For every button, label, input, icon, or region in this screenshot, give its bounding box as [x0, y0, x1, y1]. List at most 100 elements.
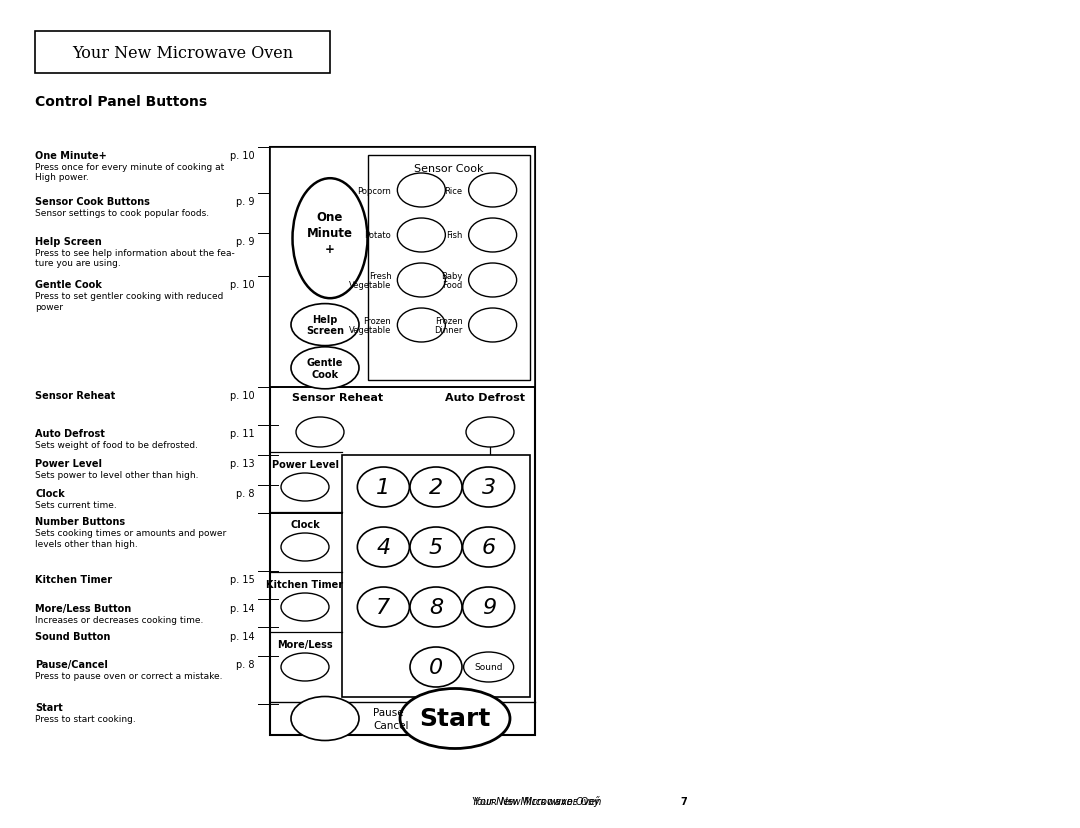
Bar	[270, 148, 535, 735]
Ellipse shape	[296, 417, 345, 447]
Text: Your New Microwave Oven: Your New Microwave Oven	[472, 796, 608, 806]
Text: 9: 9	[482, 597, 496, 617]
Text: Clock: Clock	[291, 519, 320, 529]
Text: p. 8: p. 8	[237, 659, 255, 669]
Ellipse shape	[397, 263, 445, 297]
Text: Pause
Cancel: Pause Cancel	[373, 707, 408, 729]
Text: Frozen
Dinner: Frozen Dinner	[434, 316, 462, 335]
Text: One Minute+: One Minute+	[35, 151, 107, 161]
Text: Power Level: Power Level	[35, 459, 102, 469]
Text: Gentle
Cook: Gentle Cook	[307, 358, 343, 379]
Text: 4: 4	[376, 537, 391, 557]
Text: p. 15: p. 15	[230, 575, 255, 585]
Text: Fish: Fish	[446, 231, 462, 240]
Text: Start: Start	[419, 706, 490, 730]
Text: Clock: Clock	[35, 489, 65, 498]
Text: 5: 5	[429, 537, 443, 557]
Text: More/Less: More/Less	[278, 639, 333, 649]
Text: Press to set gentler cooking with reduced
power: Press to set gentler cooking with reduce…	[35, 291, 224, 311]
Text: Sound: Sound	[474, 662, 503, 672]
Bar	[342, 455, 530, 697]
Text: Power Level: Power Level	[271, 460, 338, 469]
Text: Baby
Food: Baby Food	[442, 272, 462, 290]
Text: 7: 7	[376, 597, 391, 617]
Text: p. 8: p. 8	[237, 489, 255, 498]
Ellipse shape	[291, 348, 359, 389]
Bar	[35, 32, 330, 74]
Text: Auto Defrost: Auto Defrost	[35, 429, 105, 439]
Text: Press to pause oven or correct a mistake.: Press to pause oven or correct a mistake…	[35, 671, 222, 680]
Text: Press to see help information about the fea-
ture you are using.: Press to see help information about the …	[35, 248, 234, 268]
Text: Help
Screen: Help Screen	[306, 315, 345, 336]
Text: Sets cooking times or amounts and power
levels other than high.: Sets cooking times or amounts and power …	[35, 528, 226, 548]
Ellipse shape	[397, 219, 445, 253]
Ellipse shape	[291, 304, 359, 346]
Text: Yᴏᴜʀ Nᴇᴡ Mɪᴄʀᴏᴡᴀᴅᴇ Oᴅӳ: Yᴏᴜʀ Nᴇᴡ Mɪᴄʀᴏᴡᴀᴅᴇ Oᴅӳ	[474, 795, 606, 806]
Text: p. 10: p. 10	[230, 151, 255, 161]
Text: Popcorn: Popcorn	[357, 186, 391, 195]
Text: p. 14: p. 14	[230, 631, 255, 641]
Text: p. 9: p. 9	[237, 237, 255, 247]
Ellipse shape	[357, 527, 409, 567]
Ellipse shape	[462, 587, 515, 628]
Text: Kitchen Timer: Kitchen Timer	[35, 575, 112, 585]
Ellipse shape	[291, 696, 359, 740]
Ellipse shape	[400, 689, 510, 749]
Text: p. 9: p. 9	[237, 197, 255, 207]
Text: Press once for every minute of cooking at
High power.: Press once for every minute of cooking a…	[35, 162, 225, 182]
Text: Your New Microwave Oven: Your New Microwave Oven	[72, 45, 293, 61]
Text: Frozen
Vegetable: Frozen Vegetable	[349, 316, 391, 335]
Ellipse shape	[357, 587, 409, 628]
Ellipse shape	[463, 652, 514, 682]
Ellipse shape	[281, 533, 329, 561]
Text: p. 10: p. 10	[230, 280, 255, 290]
Ellipse shape	[465, 417, 514, 447]
Ellipse shape	[281, 594, 329, 621]
Text: Sets weight of food to be defrosted.: Sets weight of food to be defrosted.	[35, 440, 198, 450]
Text: Sensor Cook: Sensor Cook	[415, 164, 484, 174]
Text: Press to start cooking.: Press to start cooking.	[35, 714, 136, 723]
Text: Number Buttons: Number Buttons	[35, 517, 125, 527]
Text: Potato: Potato	[365, 231, 391, 240]
Text: Gentle Cook: Gentle Cook	[35, 280, 102, 290]
Ellipse shape	[462, 527, 515, 567]
Text: p. 14: p. 14	[230, 603, 255, 613]
Text: p. 11: p. 11	[230, 429, 255, 439]
Text: Kitchen Timer: Kitchen Timer	[267, 580, 343, 590]
Text: 0: 0	[429, 657, 443, 677]
Ellipse shape	[357, 468, 409, 508]
Text: Sensor Reheat: Sensor Reheat	[292, 392, 383, 402]
Text: Sound Button: Sound Button	[35, 631, 110, 641]
Ellipse shape	[469, 309, 516, 343]
Text: 6: 6	[482, 537, 496, 557]
Text: Auto Defrost: Auto Defrost	[445, 392, 525, 402]
Text: More/Less Button: More/Less Button	[35, 603, 132, 613]
Text: Sensor settings to cook popular foods.: Sensor settings to cook popular foods.	[35, 209, 210, 218]
Text: 2: 2	[429, 478, 443, 498]
Text: p. 13: p. 13	[230, 459, 255, 469]
Text: Sets power to level other than high.: Sets power to level other than high.	[35, 470, 199, 479]
Text: 1: 1	[376, 478, 391, 498]
Text: Fresh
Vegetable: Fresh Vegetable	[349, 272, 391, 290]
Ellipse shape	[281, 474, 329, 502]
Ellipse shape	[469, 174, 516, 208]
Ellipse shape	[410, 468, 462, 508]
Ellipse shape	[469, 219, 516, 253]
Ellipse shape	[281, 653, 329, 681]
Text: Rice: Rice	[445, 186, 462, 195]
Text: 3: 3	[482, 478, 496, 498]
Bar	[270, 148, 535, 388]
Ellipse shape	[469, 263, 516, 297]
Ellipse shape	[410, 527, 462, 567]
Bar	[368, 156, 530, 381]
Text: 7: 7	[680, 796, 687, 806]
Ellipse shape	[397, 309, 445, 343]
Ellipse shape	[397, 174, 445, 208]
Text: Control Panel Buttons: Control Panel Buttons	[35, 95, 207, 108]
Text: 8: 8	[429, 597, 443, 617]
Ellipse shape	[410, 647, 462, 687]
Text: Help Screen: Help Screen	[35, 237, 102, 247]
Text: Increases or decreases cooking time.: Increases or decreases cooking time.	[35, 614, 203, 623]
Ellipse shape	[293, 179, 367, 299]
Text: p. 10: p. 10	[230, 391, 255, 401]
